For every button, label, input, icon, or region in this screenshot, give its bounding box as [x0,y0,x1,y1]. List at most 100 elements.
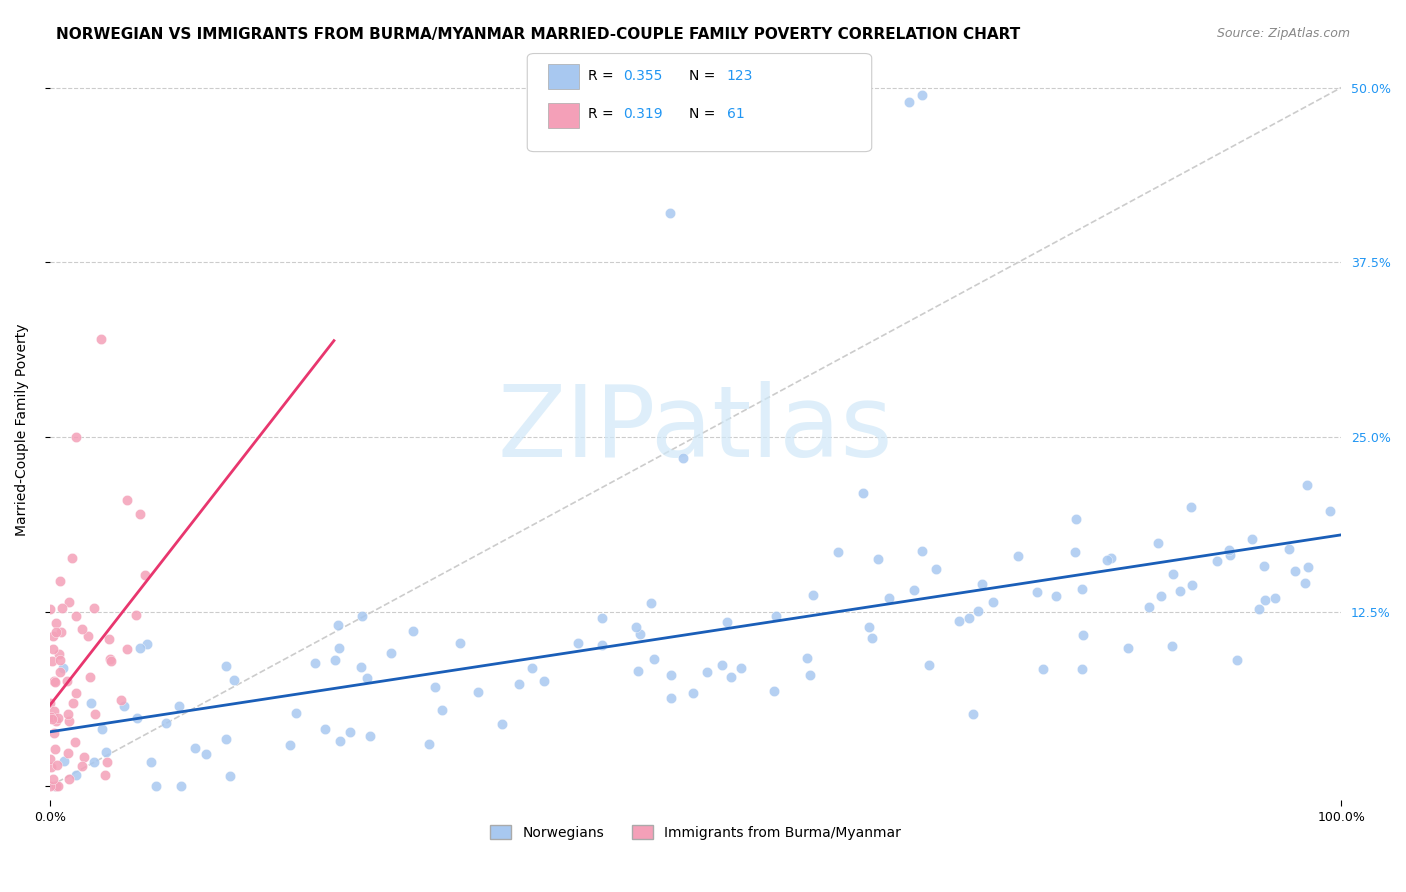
Text: 61: 61 [727,107,745,121]
Point [803,588,825,602]
Point [1218,543,1240,558]
Point [94,745,117,759]
Point [696,665,718,680]
Point [799,667,821,681]
Point [402,624,425,639]
Point [1296,560,1319,574]
Point [115,642,138,657]
Point [127,711,149,725]
Point [96,756,118,770]
Legend: Norwegians, Immigrants from Burma/Myanmar: Norwegians, Immigrants from Burma/Myanma… [485,819,907,845]
Point [38,751,60,765]
Point [58,772,80,786]
Point [170,779,193,793]
Point [65,767,87,781]
Point [730,661,752,675]
Point [39,779,62,793]
Point [112,699,135,714]
Point [46,711,69,725]
Point [52,755,75,769]
Point [765,608,787,623]
Point [1254,593,1277,607]
Point [58,595,80,609]
Point [49,625,72,640]
Point [967,604,990,618]
Point [591,610,613,624]
Y-axis label: Married-Couple Family Poverty: Married-Couple Family Poverty [15,324,30,536]
Point [100,654,122,668]
Point [70,622,93,636]
Text: R =: R = [588,69,617,83]
Point [1116,640,1139,655]
Point [957,611,980,625]
Point [98,632,121,647]
Point [65,430,87,444]
Point [1161,640,1184,654]
Point [491,716,513,731]
Point [56,746,79,760]
Point [184,741,207,756]
Point [49,653,72,667]
Point [1180,500,1202,514]
Point [1241,532,1264,546]
Point [1161,567,1184,582]
Point [903,582,925,597]
Point [1181,578,1204,592]
Point [658,206,681,220]
Point [910,87,932,102]
Point [48,665,70,679]
Point [62,696,84,710]
Point [1170,584,1192,599]
Point [533,673,555,688]
Point [983,595,1005,609]
Point [852,485,875,500]
Point [868,552,890,566]
Point [1278,541,1301,556]
Point [627,664,650,678]
Point [141,755,163,769]
Point [219,769,242,783]
Point [278,738,301,752]
Point [45,714,67,729]
Point [1295,477,1317,491]
Point [39,602,62,616]
Point [194,747,217,762]
Point [44,726,66,740]
Point [716,615,738,630]
Point [145,779,167,793]
Text: N =: N = [689,69,720,83]
Point [860,631,883,645]
Point [827,545,849,559]
Point [380,646,402,660]
Point [643,652,665,666]
Point [918,658,941,673]
Point [80,696,103,710]
Point [877,591,900,605]
Point [76,629,98,643]
Point [911,544,934,558]
Point [56,707,79,722]
Point [55,673,77,688]
Point [215,659,238,673]
Text: 0.319: 0.319 [623,107,662,121]
Point [762,684,785,698]
Point [1219,548,1241,562]
Point [1026,585,1049,599]
Point [84,706,107,721]
Point [449,636,471,650]
Point [83,601,105,615]
Point [73,750,96,764]
Point [215,732,238,747]
Point [41,654,63,668]
Point [672,450,695,465]
Point [628,627,651,641]
Point [42,709,65,723]
Point [1264,591,1286,606]
Point [94,768,117,782]
Point [39,696,62,710]
Text: N =: N = [689,107,720,121]
Text: R =: R = [588,107,617,121]
Point [423,681,446,695]
Point [682,686,704,700]
Point [60,551,83,566]
